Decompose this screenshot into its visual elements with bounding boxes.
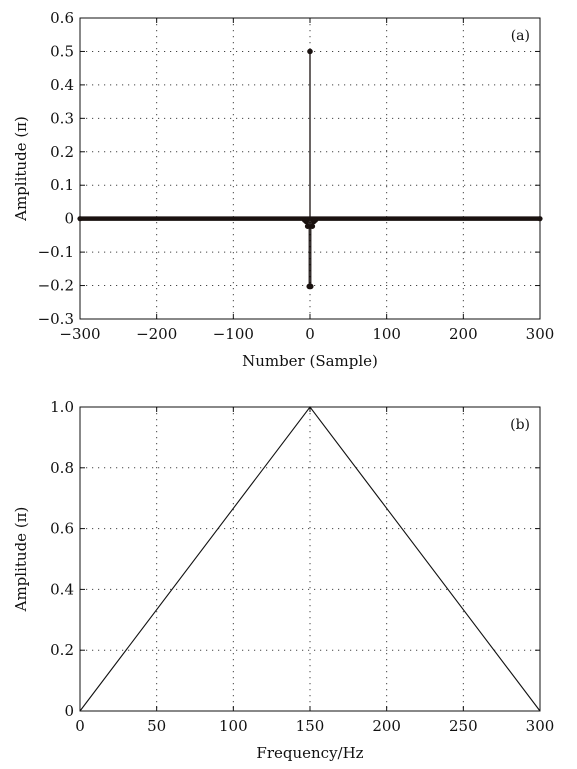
y-tick-label: 0	[64, 702, 74, 720]
y-tick-label: 0.2	[50, 641, 74, 659]
panel-a-chart: −300 −200 −100 0 100 200 300 −0.3 −0.2 −0.1 0 0.1 0.…	[12, 9, 554, 370]
x-tick-label: 200	[372, 717, 401, 735]
series-line	[79, 406, 541, 712]
stem-marker	[307, 48, 313, 55]
y-axis-label: Amplitude (π)	[12, 116, 30, 222]
stem-marker	[537, 216, 543, 222]
y-tick-label: −0.2	[38, 277, 74, 295]
x-tick-label: 0	[305, 325, 315, 343]
x-axis-label: Frequency/Hz	[256, 744, 363, 762]
y-tick-label: 0.5	[50, 42, 74, 60]
stem-marker	[77, 216, 83, 222]
y-tick-label: 0.8	[50, 459, 74, 477]
x-tick-label: 250	[449, 717, 478, 735]
y-tick-label: 0.6	[50, 9, 74, 27]
y-axis-label: Amplitude (π)	[12, 507, 30, 613]
x-tick-label: 0	[75, 717, 85, 735]
stem-marker	[309, 223, 316, 229]
y-tick-label: 0	[64, 210, 74, 228]
x-tick-label: −200	[136, 325, 177, 343]
x-tick-label: 200	[449, 325, 478, 343]
x-tick-label: −100	[213, 325, 254, 343]
stem-marker	[312, 217, 319, 223]
panel-tag: (b)	[510, 417, 530, 433]
y-tick-label: −0.3	[38, 310, 74, 328]
stem-marker	[307, 283, 314, 290]
stem-marker	[304, 223, 311, 229]
panel-tag: (a)	[511, 28, 530, 44]
y-tick-label: 0.1	[50, 176, 74, 194]
x-axis-label: Number (Sample)	[242, 352, 378, 370]
y-tick-label: −0.1	[38, 243, 74, 261]
y-tick-label: 1.0	[50, 398, 74, 416]
y-tick-label: 0.2	[50, 143, 74, 161]
x-tick-label: 100	[219, 717, 248, 735]
y-tick-label: 0.3	[50, 109, 74, 127]
y-tick-label: 0.6	[50, 520, 74, 538]
x-tick-label: 50	[147, 717, 166, 735]
x-tick-label: 300	[526, 717, 555, 735]
x-tick-label: 300	[526, 325, 555, 343]
y-tick-label: 0.4	[50, 76, 74, 94]
x-tick-label: −300	[59, 325, 100, 343]
stem-marker	[301, 217, 308, 223]
x-tick-label: 150	[296, 717, 325, 735]
panel-b-chart: 0 50 100 150 200 250 300 0 0.2 0.4 0.6 0.8 1.0 Freque…	[12, 398, 554, 762]
x-tick-label: 100	[372, 325, 401, 343]
y-tick-label: 0.4	[50, 580, 74, 598]
